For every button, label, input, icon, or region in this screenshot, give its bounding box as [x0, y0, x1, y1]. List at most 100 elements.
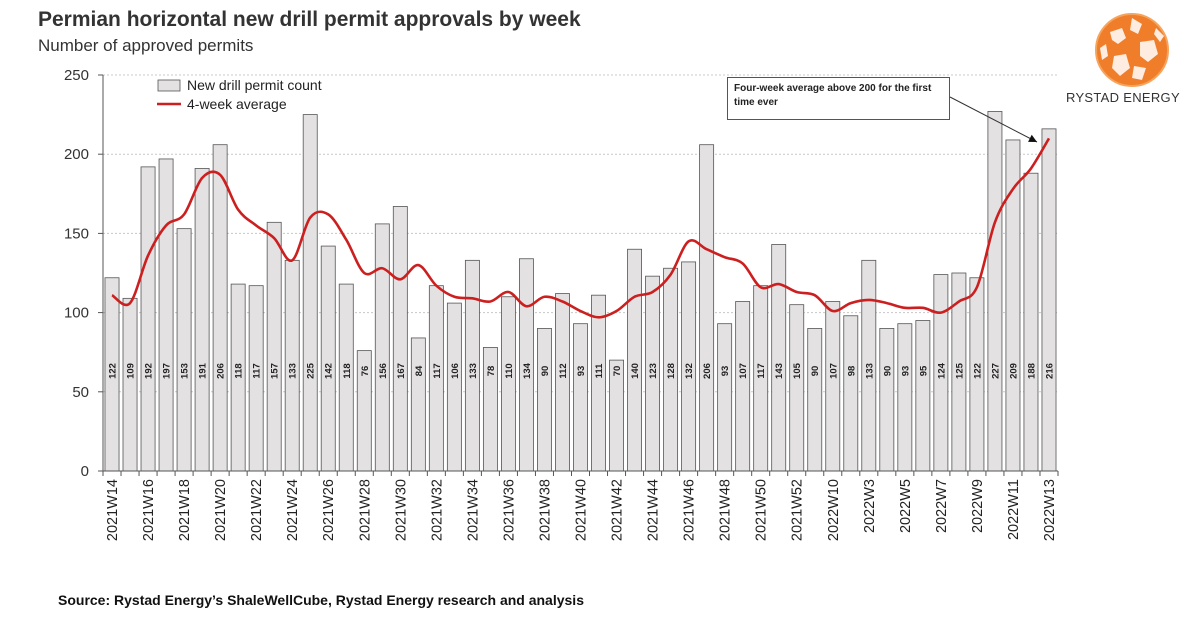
legend-swatch-bar: [157, 79, 181, 92]
bar-value-label: 90: [882, 366, 893, 377]
bar: [374, 223, 390, 472]
bar-value-label: 110: [504, 363, 515, 378]
bar: [591, 294, 606, 472]
x-tick-label: 2022W5: [898, 479, 914, 533]
bar: [573, 323, 588, 472]
bar-value-label: 133: [864, 363, 875, 379]
bar-value-label: 117: [756, 363, 767, 378]
bar-value-label: 78: [486, 366, 497, 377]
bar-value-label: 90: [540, 366, 551, 377]
x-tick-label: 2021W32: [429, 479, 445, 541]
bar-value-label: 142: [324, 363, 335, 379]
bar: [627, 248, 642, 472]
bar: [122, 297, 138, 472]
bar-value-label: 111: [594, 363, 605, 379]
bar-value-label: 98: [846, 366, 857, 377]
bar-value-label: 153: [180, 363, 191, 379]
bar-layer: [104, 111, 1057, 472]
x-tick-label: 2021W50: [754, 479, 770, 541]
bar-value-label: 93: [576, 366, 587, 377]
x-tick-label: 2022W10: [826, 479, 842, 541]
legend-label-line: 4-week average: [187, 96, 287, 112]
bar-value-label: 188: [1026, 363, 1037, 379]
y-tick-label: 150: [64, 225, 89, 242]
bar: [897, 323, 913, 472]
bar-value-label: 128: [666, 363, 677, 379]
bar-value-label: 132: [684, 363, 695, 379]
x-tick-label: 2021W22: [249, 479, 265, 541]
chart-subtitle: Number of approved permits: [38, 36, 254, 55]
bar: [735, 301, 751, 472]
bar: [1041, 128, 1057, 472]
y-tick-label: 50: [72, 384, 89, 401]
bar-value-label: 225: [306, 362, 317, 379]
x-tick-label: 2021W46: [682, 479, 698, 541]
chart-title: Permian horizontal new drill permit appr…: [38, 8, 581, 31]
bar: [537, 328, 552, 472]
bar: [807, 328, 823, 472]
x-tick-label: 2021W26: [321, 479, 337, 541]
x-tick-label: 2021W52: [790, 479, 806, 541]
legend-label-bar: New drill permit count: [187, 77, 322, 93]
bar-value-label: 118: [342, 363, 353, 378]
annotation-callout: Four-week average above 200 for the firs…: [727, 77, 950, 120]
bar: [320, 245, 336, 472]
bar-value-label: 107: [738, 363, 749, 379]
x-tick-label: 2021W36: [501, 479, 517, 541]
x-tick-label: 2021W34: [465, 479, 481, 541]
bar-value-label: 134: [522, 362, 533, 379]
x-tick-label: 2021W28: [357, 479, 373, 541]
bar-value-label: 143: [774, 363, 785, 379]
x-tick-label: 2021W30: [393, 479, 409, 541]
bar: [699, 144, 715, 472]
bar-value-label: 216: [1044, 363, 1055, 379]
bar-value-label: 112: [558, 363, 569, 378]
bar-value-label: 95: [918, 365, 929, 376]
bar: [1023, 172, 1039, 472]
bar: [266, 221, 282, 472]
bar: [176, 228, 192, 472]
bar-value-label: 76: [360, 366, 371, 377]
annotation-arrow-layer: [949, 96, 1038, 143]
bar-value-label: 109: [126, 363, 137, 379]
bar-value-label: 93: [720, 366, 731, 377]
bar-value-label: 133: [468, 363, 479, 379]
bar-value-label: 123: [648, 363, 659, 379]
rystad-globe-logo: [1095, 13, 1169, 87]
x-tick-label: 2021W16: [141, 479, 157, 541]
x-tick-label: 2021W20: [213, 479, 229, 541]
bar-value-label: 206: [216, 363, 227, 379]
y-tick-label: 0: [81, 463, 89, 480]
x-tick-label: 2022W9: [970, 479, 986, 533]
axes: 0 50 100 150 200 250 2021W14 2021W16 2021W18 2021…: [64, 67, 1059, 541]
bar: [843, 315, 859, 472]
bar-value-label: 227: [990, 363, 1001, 379]
average-line: [111, 137, 1051, 319]
bar-value-label: 140: [630, 363, 641, 379]
bar: [446, 302, 462, 472]
x-tick-label: 2021W48: [718, 479, 734, 541]
bar: [915, 320, 931, 472]
bar-value-labels: 122 109 192 197 153 191 206 118 117 157 133 225 142 1…: [108, 362, 1056, 379]
bar-value-label: 70: [612, 366, 623, 377]
bar-value-label: 107: [828, 363, 839, 379]
bar: [140, 166, 156, 472]
bar: [410, 337, 426, 472]
y-tick-label: 250: [64, 67, 89, 84]
bar-value-label: 117: [432, 363, 443, 378]
bar-value-label: 124: [936, 362, 947, 379]
average-line-layer: [111, 137, 1051, 319]
x-tick-label: 2022W7: [934, 479, 950, 533]
x-tick-label: 2022W13: [1042, 479, 1058, 541]
x-tick-label: 2022W11: [1006, 479, 1022, 540]
x-tick-label: 2021W14: [105, 479, 121, 541]
x-tick-label: 2021W44: [646, 479, 662, 541]
bar: [158, 158, 174, 472]
x-tick-label: 2021W24: [285, 479, 301, 541]
bar-value-label: 156: [378, 363, 389, 379]
annotation-arrow: [949, 96, 1038, 143]
bar: [392, 206, 408, 472]
bar-value-label: 209: [1008, 363, 1019, 379]
bar-value-label: 122: [108, 363, 119, 379]
